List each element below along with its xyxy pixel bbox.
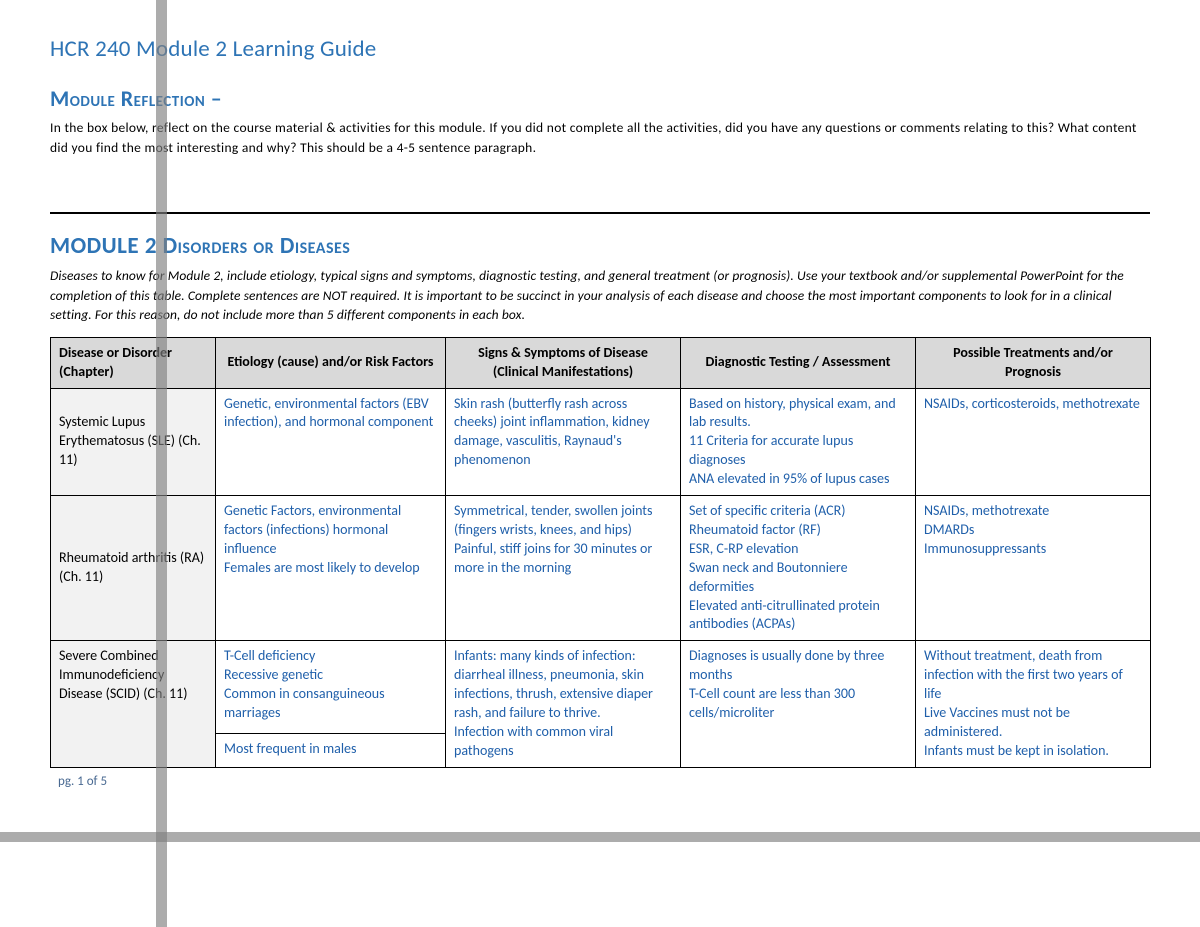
diseases-instructions: Diseases to know for Module 2, include e…	[50, 266, 1150, 325]
diagnostic-cell: Set of specific criteria (ACR)Rheumatoid…	[681, 496, 916, 641]
treatment-cell: NSAIDs, methotrexateDMARDsImmunosuppress…	[916, 496, 1151, 641]
treatment-cell: NSAIDs, corticosteroids, methotrexate	[916, 388, 1151, 495]
th-etiology: Etiology (cause) and/or Risk Factors	[216, 337, 446, 388]
signs-cell: Symmetrical, tender, swollen joints (fin…	[446, 496, 681, 641]
etiology-cell: Genetic Factors, environmental factors (…	[216, 496, 446, 641]
etiology-cell: T-Cell deficiencyRecessive geneticCommon…	[216, 641, 446, 734]
table-row: Systemic Lupus Erythematosus (SLE) (Ch. …	[51, 388, 1151, 495]
th-treatment: Possible Treatments and/or Prognosis	[916, 337, 1151, 388]
signs-cell: Infants: many kinds of infection: diarrh…	[446, 641, 681, 767]
etiology-cell: Genetic, environmental factors (EBV infe…	[216, 388, 446, 495]
page-number: pg. 1 of 5	[58, 774, 1150, 789]
signs-cell: Skin rash (butterfly rash across cheeks)…	[446, 388, 681, 495]
reflection-heading: Module Reflection –	[50, 85, 1150, 112]
section-divider	[50, 212, 1150, 214]
table-header-row: Disease or Disorder (Chapter) Etiology (…	[51, 337, 1151, 388]
reflection-instructions: In the box below, reflect on the course …	[50, 118, 1150, 157]
diagnostic-cell: Diagnoses is usually done by three month…	[681, 641, 916, 767]
diseases-heading: MODULE 2 Disorders or Diseases	[50, 232, 1150, 260]
treatment-cell: Without treatment, death from infection …	[916, 641, 1151, 767]
th-signs: Signs & Symptoms of Disease (Clinical Ma…	[446, 337, 681, 388]
table-row: Severe Combined Immunodeficiency Disease…	[51, 641, 1151, 734]
document-page: HCR 240 Module 2 Learning Guide Module R…	[0, 0, 1200, 789]
diagnostic-cell: Based on history, physical exam, and lab…	[681, 388, 916, 495]
disease-name-cell: Systemic Lupus Erythematosus (SLE) (Ch. …	[51, 388, 216, 495]
diseases-table: Disease or Disorder (Chapter) Etiology (…	[50, 337, 1151, 768]
th-disease: Disease or Disorder (Chapter)	[51, 337, 216, 388]
disease-name-cell: Severe Combined Immunodeficiency Disease…	[51, 641, 216, 767]
watermark-horizontal-bar	[0, 832, 1200, 842]
th-diagnostic: Diagnostic Testing / Assessment	[681, 337, 916, 388]
page-title: HCR 240 Module 2 Learning Guide	[50, 35, 1150, 63]
table-row: Rheumatoid arthritis (RA) (Ch. 11) Genet…	[51, 496, 1151, 641]
disease-name-cell: Rheumatoid arthritis (RA) (Ch. 11)	[51, 496, 216, 641]
etiology-cell: Most frequent in males	[216, 734, 446, 767]
